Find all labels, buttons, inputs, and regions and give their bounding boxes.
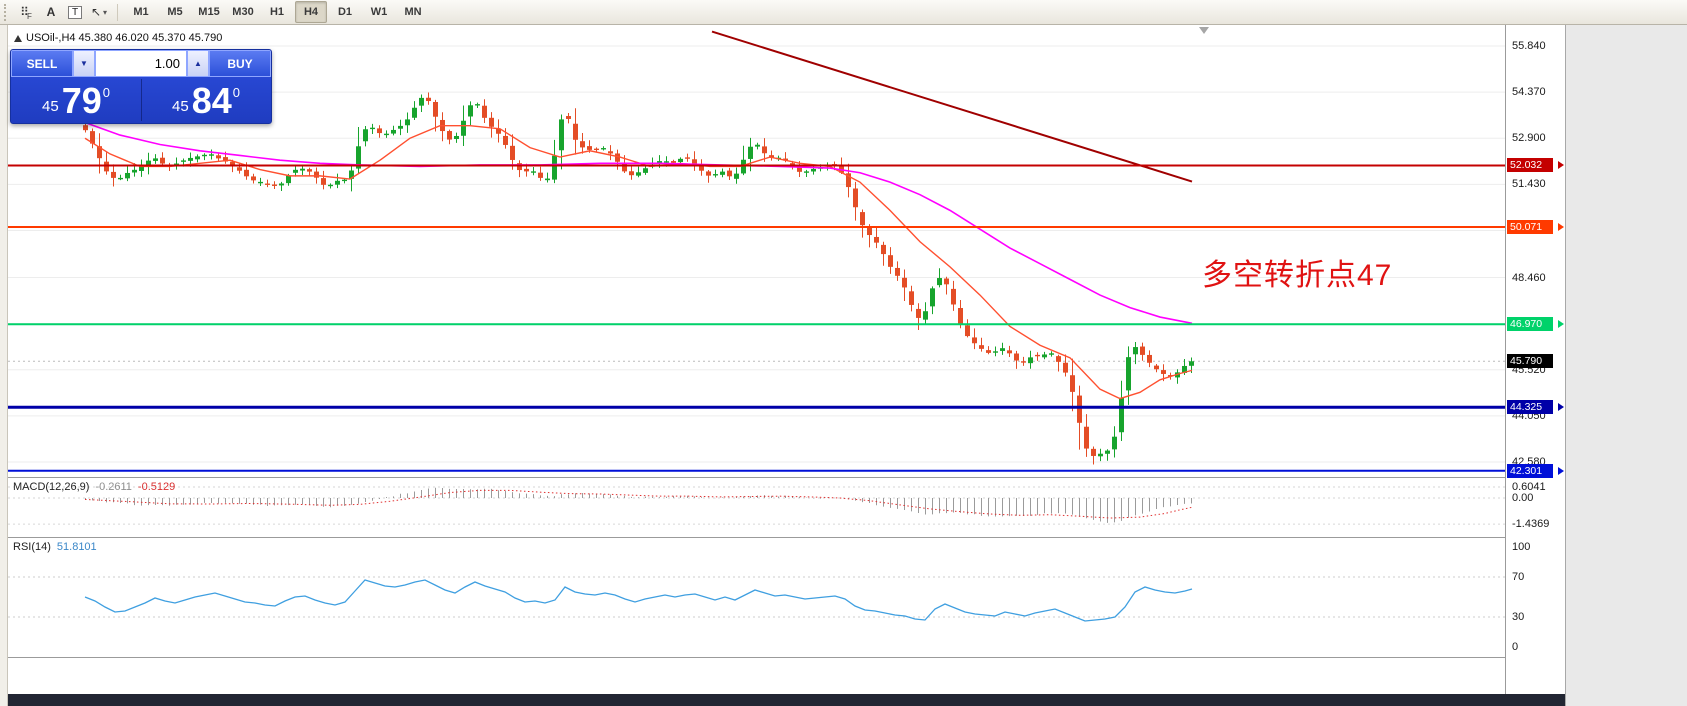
macd-rsi-separator — [8, 537, 1565, 538]
grid-glyph: ⠿ — [20, 5, 29, 19]
rsi-timeaxis-separator — [8, 657, 1565, 658]
level-arrow-icon — [1558, 403, 1564, 412]
chart-title: USOil-,H4 45.380 46.020 45.370 45.790 — [14, 32, 222, 44]
volume-decrease-button[interactable]: ▼ — [73, 50, 95, 77]
price-line-badge: 44.325 — [1507, 400, 1553, 415]
macd-label: MACD(12,26,9) -0.2611 -0.5129 — [13, 481, 175, 493]
sell-price-display[interactable]: 45 79 0 — [11, 77, 141, 123]
a-glyph: A — [46, 5, 56, 19]
level-arrow-icon — [1558, 466, 1564, 475]
rsi-name: RSI(14) — [13, 541, 51, 553]
price-line-badge: 46.970 — [1507, 317, 1553, 332]
buy-price-prefix: 45 — [172, 98, 189, 115]
level-arrow-icon — [1558, 320, 1564, 329]
text-t-icon[interactable]: T — [63, 1, 87, 23]
toolbar-separator — [117, 3, 118, 21]
price-line-badge: 42.301 — [1507, 463, 1553, 478]
macd-axis-label: -1.4369 — [1512, 518, 1550, 531]
macd-name: MACD(12,26,9) — [13, 481, 90, 493]
timeframe-w1[interactable]: W1 — [370, 6, 388, 18]
timeframe-m30[interactable]: M30 — [232, 6, 254, 18]
timeframe-m1[interactable]: M1 — [133, 6, 149, 18]
bottom-dock — [8, 694, 1565, 706]
timeframe-mn[interactable]: MN — [404, 6, 422, 18]
timeframe-group: M1 M5 M15 M30 H1 H4 D1 W1 MN — [124, 1, 430, 23]
toolbar: ⠿ F A T ↖ ▾ M1 M5 M15 M30 H1 H4 D1 W1 MN — [0, 0, 1687, 25]
rsi-value: 51.8101 — [56, 541, 97, 553]
cursor-dropdown-icon[interactable]: ↖ ▾ — [87, 1, 111, 23]
price-axis[interactable]: 55.840 54.370 52.900 51.430 48.460 45.520 44.0… — [1505, 25, 1565, 694]
chart-canvas[interactable] — [8, 25, 1505, 658]
rsi-label: RSI(14) 51.8101 — [13, 541, 97, 553]
timeframe-h4[interactable]: H4 — [295, 1, 327, 23]
one-click-trade-panel: SELL ▼ ▲ BUY 45 79 0 45 84 0 — [10, 49, 272, 124]
buy-button[interactable]: BUY — [209, 50, 271, 77]
main-macd-separator — [8, 477, 1565, 478]
workspace-background — [1566, 25, 1687, 706]
buy-price-sup: 0 — [232, 85, 240, 100]
macd-axis-label: 0.00 — [1512, 492, 1534, 504]
chart-title-text: USOil-,H4 45.380 46.020 45.370 45.790 — [26, 32, 223, 44]
macd-signal-line — [84, 489, 1193, 519]
toolbar-grip[interactable] — [4, 3, 11, 21]
price-tick: 54.370 — [1512, 86, 1546, 99]
chevron-down-icon: ▾ — [103, 7, 108, 17]
price-line-badge: 52.032 — [1507, 158, 1553, 173]
rsi-axis-label: 100 — [1512, 541, 1531, 553]
rsi-axis-label: 70 — [1512, 571, 1525, 583]
horizontal-level-lines[interactable] — [8, 164, 1505, 472]
chart-plot-background — [8, 25, 1505, 694]
candlestick-series — [83, 92, 1194, 465]
buy-price-display[interactable]: 45 84 0 — [141, 77, 271, 123]
chart-annotation-text[interactable]: 多空转折点47 — [1202, 259, 1393, 292]
price-tick: 48.460 — [1512, 271, 1546, 284]
chart-shift-marker-icon[interactable] — [1199, 27, 1209, 34]
buy-price-big: 84 — [191, 80, 232, 121]
descending-trendline[interactable] — [711, 30, 1193, 183]
timeframe-m5[interactable]: M5 — [167, 6, 183, 18]
t-glyph: T — [68, 5, 82, 19]
price-tick: 51.430 — [1512, 178, 1546, 191]
macd-signal-value: -0.5129 — [137, 481, 176, 493]
sell-price-prefix: 45 — [42, 98, 59, 115]
left-dock-strip — [0, 25, 8, 706]
level-arrow-icon — [1558, 222, 1564, 231]
sell-button[interactable]: SELL — [11, 50, 73, 77]
volume-increase-button[interactable]: ▲ — [187, 50, 209, 77]
timeframe-d1[interactable]: D1 — [337, 6, 353, 18]
timeframe-h1[interactable]: H1 — [269, 6, 285, 18]
ma-line-magenta — [84, 121, 1193, 325]
level-arrow-icon — [1558, 161, 1564, 170]
text-label-a-icon[interactable]: A — [39, 1, 63, 23]
macd-axis-label: 0.6041 — [1512, 481, 1546, 493]
ma-lines — [84, 121, 1193, 400]
price-line-badge: 50.071 — [1507, 219, 1553, 234]
cursor-glyph: ↖ — [90, 5, 102, 19]
current-price-badge: 45.790 — [1507, 354, 1553, 369]
macd-histogram — [85, 487, 1192, 523]
price-tick: 55.840 — [1512, 40, 1546, 52]
window-right-border — [1565, 25, 1566, 706]
macd-value: -0.2611 — [95, 481, 132, 493]
price-divider — [141, 79, 142, 121]
rsi-line — [84, 579, 1193, 622]
sell-price-big: 79 — [61, 80, 102, 121]
macd-levels — [8, 486, 1505, 525]
volume-input[interactable] — [95, 50, 187, 77]
grid-sub-label: F — [26, 11, 32, 21]
rsi-axis-label: 0 — [1512, 641, 1519, 653]
grid-f-icon[interactable]: ⠿ F — [15, 1, 39, 23]
sell-price-sup: 0 — [102, 85, 110, 100]
timeframe-m15[interactable]: M15 — [198, 6, 220, 18]
rsi-axis-label: 30 — [1512, 611, 1525, 623]
price-tick: 52.900 — [1512, 132, 1546, 145]
chart-symbol-icon — [14, 34, 22, 42]
rsi-levels — [8, 576, 1505, 618]
